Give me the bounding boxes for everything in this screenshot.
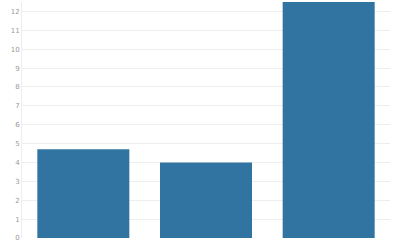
svg-text:4: 4 [15, 159, 20, 167]
svg-text:2: 2 [15, 197, 19, 205]
svg-text:1: 1 [15, 216, 19, 224]
svg-text:7: 7 [15, 102, 19, 110]
svg-text:9: 9 [15, 65, 19, 73]
svg-text:3: 3 [15, 178, 19, 186]
svg-text:6: 6 [15, 121, 20, 129]
svg-text:5: 5 [15, 140, 19, 148]
svg-text:12: 12 [11, 8, 20, 16]
svg-text:11: 11 [11, 27, 20, 35]
svg-text:8: 8 [15, 83, 19, 91]
svg-text:0: 0 [15, 234, 19, 242]
svg-text:10: 10 [11, 46, 20, 54]
